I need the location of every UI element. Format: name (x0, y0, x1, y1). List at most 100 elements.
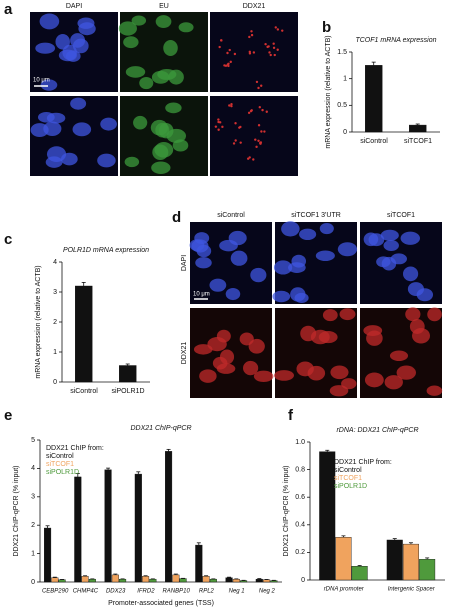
nucleus (339, 308, 356, 321)
panel-label: d (172, 209, 181, 226)
nucleolus (217, 118, 220, 121)
bar (111, 574, 119, 583)
nucleus (294, 292, 309, 303)
nucleus (78, 22, 96, 36)
nucleus (376, 256, 391, 268)
bar (119, 578, 127, 583)
nucleolus (250, 30, 253, 33)
nucleus (315, 250, 335, 262)
nucleus (400, 231, 421, 245)
nucleus (409, 319, 425, 334)
nucleus (396, 365, 417, 380)
nucleus (97, 153, 116, 168)
nucleolus (230, 103, 233, 106)
nucleus (199, 369, 217, 383)
nucleus (273, 260, 293, 275)
nucleus (383, 240, 399, 252)
bar (409, 124, 427, 133)
bar (195, 544, 203, 583)
nucleus (310, 329, 330, 345)
nucleolus (227, 62, 230, 65)
scale-label: 10 μm (193, 292, 210, 298)
nucleus (72, 122, 92, 137)
nucleolus (246, 157, 250, 160)
panel-label: b (322, 19, 331, 36)
bar (263, 579, 271, 583)
bar (225, 577, 233, 583)
micrograph (210, 96, 298, 176)
nucleus (125, 66, 146, 78)
x-tick-label: RANBP10 (162, 589, 190, 595)
bar (51, 577, 59, 583)
nucleolus (234, 139, 237, 142)
nucleolus (217, 128, 220, 131)
nucleolus (217, 120, 220, 124)
nucleolus (264, 42, 267, 46)
nucleolus (281, 29, 284, 32)
y-axis-label: mRNA expression (relative to ACTB) (325, 35, 332, 148)
row-label: DDX21 (181, 342, 188, 365)
y-axis-label: mRNA expression (relative to ACTB) (35, 265, 42, 378)
x-tick-label: IFRD2 (137, 589, 155, 595)
nucleolus (232, 142, 236, 145)
nucleus (70, 33, 86, 48)
y-tick-label: 5 (31, 437, 35, 444)
bar (240, 580, 248, 583)
nucleus (366, 330, 383, 346)
nucleolus (228, 104, 231, 107)
bar (149, 578, 157, 583)
nucleus (212, 356, 228, 370)
column-label: EU (159, 3, 169, 10)
x-tick-label: siTCOF1 (404, 138, 432, 145)
nucleus (230, 250, 248, 266)
nucleolus (263, 130, 266, 133)
y-tick-label: 0 (301, 577, 305, 584)
column-label: siControl (217, 212, 245, 219)
nucleus (330, 365, 349, 380)
nucleus (274, 370, 294, 381)
nucleolus (221, 125, 224, 129)
y-tick-label: 0.4 (295, 522, 305, 529)
nucleus (157, 69, 177, 80)
nucleus (195, 257, 212, 269)
nucleolus (230, 104, 233, 108)
nucleus (384, 375, 403, 390)
nucleus (426, 385, 443, 396)
bar (134, 473, 142, 583)
y-tick-label: 0 (31, 579, 35, 586)
nucleolus (254, 138, 257, 141)
x-tick-label: siControl (70, 388, 98, 395)
bar (419, 559, 436, 581)
nucleus (163, 40, 178, 56)
nucleus (118, 21, 137, 36)
y-tick-label: 1.5 (337, 49, 347, 56)
x-tick-label: RPL2 (199, 589, 215, 595)
nucleolus (218, 45, 221, 49)
bar (351, 566, 368, 581)
nucleolus (239, 141, 242, 144)
nucleolus (267, 45, 270, 48)
nucleus (139, 76, 154, 90)
nucleus (133, 115, 148, 130)
nucleus (46, 112, 66, 124)
nucleus (40, 79, 58, 91)
nucleolus (273, 53, 276, 57)
nucleolus (261, 108, 264, 112)
x-tick-label: DDX23 (106, 589, 126, 595)
nucleolus (220, 39, 223, 42)
nucleolus (227, 64, 230, 68)
nucleolus (260, 84, 263, 87)
legend-title: DDX21 ChIP from: (46, 445, 104, 452)
legend-entry: siControl (334, 467, 362, 474)
nucleus (100, 117, 117, 131)
nucleus (154, 142, 174, 158)
nucleus (39, 13, 60, 30)
nucleolus (258, 106, 261, 109)
nucleus (46, 146, 67, 163)
nucleus (337, 242, 358, 257)
scale-label: 10 μm (33, 78, 50, 84)
nucleolus (250, 33, 254, 37)
chart-title: DDX21 ChIP-qPCR (130, 425, 191, 432)
nucleolus (269, 53, 272, 57)
